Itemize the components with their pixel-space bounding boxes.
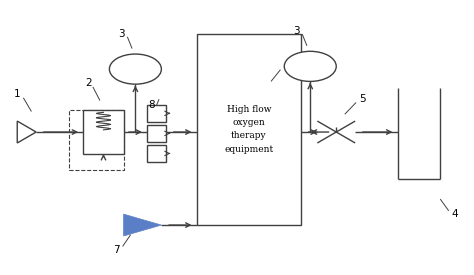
Text: 2: 2: [85, 78, 91, 88]
Bar: [147, 125, 166, 142]
Bar: [83, 110, 124, 154]
Text: 4: 4: [451, 209, 458, 219]
Text: 1: 1: [14, 89, 20, 99]
Text: High flow
oxygen
therapy
equipment: High flow oxygen therapy equipment: [224, 105, 273, 154]
Bar: [147, 145, 166, 162]
Text: 8: 8: [149, 100, 155, 110]
Text: 7: 7: [113, 245, 120, 255]
Text: 3: 3: [118, 29, 125, 38]
Circle shape: [284, 51, 336, 81]
Text: 6: 6: [283, 61, 290, 71]
Text: 5: 5: [359, 94, 365, 104]
Text: 3: 3: [293, 26, 300, 36]
Circle shape: [109, 54, 161, 84]
Bar: [147, 105, 166, 122]
Bar: [69, 110, 124, 170]
Polygon shape: [124, 214, 161, 236]
Bar: [197, 34, 301, 225]
